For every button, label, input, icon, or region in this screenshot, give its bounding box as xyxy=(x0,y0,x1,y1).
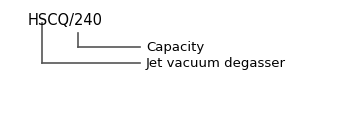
Text: Capacity: Capacity xyxy=(146,41,204,53)
Text: HSCQ/240: HSCQ/240 xyxy=(28,13,103,28)
Text: Jet vacuum degasser: Jet vacuum degasser xyxy=(146,57,286,69)
